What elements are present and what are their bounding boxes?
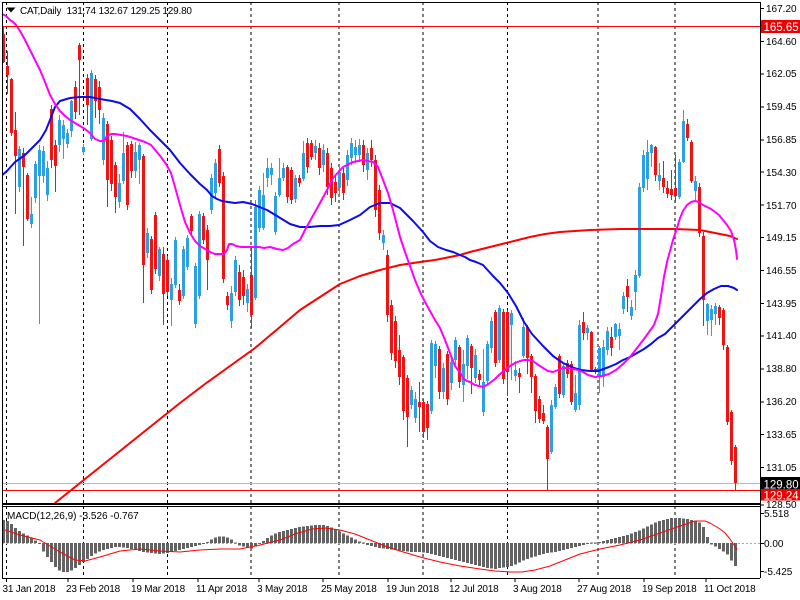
svg-text:149.15: 149.15	[766, 233, 797, 244]
svg-text:25 May 2018: 25 May 2018	[321, 584, 377, 595]
svg-text:23 Feb 2018: 23 Feb 2018	[66, 584, 121, 595]
svg-text:164.60: 164.60	[766, 37, 797, 48]
svg-text:12 Jul 2018: 12 Jul 2018	[449, 584, 499, 595]
svg-text:19 Sep 2018: 19 Sep 2018	[642, 584, 697, 595]
svg-text:159.45: 159.45	[766, 102, 797, 113]
svg-text:31 Jan 2018: 31 Jan 2018	[3, 584, 56, 595]
svg-text:129.24: 129.24	[764, 491, 800, 503]
svg-text:19 Jun 2018: 19 Jun 2018	[386, 584, 439, 595]
svg-text:165.65: 165.65	[764, 22, 799, 34]
svg-text:3 Aug 2018: 3 Aug 2018	[513, 584, 562, 595]
svg-text:156.85: 156.85	[766, 135, 797, 146]
svg-text:141.40: 141.40	[766, 331, 797, 342]
svg-text:129.80: 129.80	[764, 480, 799, 492]
svg-text:133.65: 133.65	[766, 430, 797, 441]
svg-text:151.70: 151.70	[766, 201, 797, 212]
svg-text:11 Apr 2018: 11 Apr 2018	[196, 584, 248, 595]
svg-text:138.80: 138.80	[766, 364, 797, 375]
svg-text:131.05: 131.05	[766, 463, 797, 474]
svg-text:136.20: 136.20	[766, 397, 797, 408]
svg-text:162.05: 162.05	[766, 69, 797, 80]
svg-text:19 Mar 2018: 19 Mar 2018	[131, 584, 186, 595]
svg-text:CAT,Daily 131.74 132.67 129.2: CAT,Daily 131.74 132.67 129.25 129.80	[20, 6, 192, 17]
svg-text:154.30: 154.30	[766, 168, 797, 179]
svg-text:-5.425: -5.425	[764, 567, 793, 578]
svg-text:167.20: 167.20	[766, 4, 797, 15]
svg-text:0.00: 0.00	[764, 539, 784, 550]
svg-text:128.50: 128.50	[766, 500, 797, 511]
svg-text:5.518: 5.518	[764, 509, 789, 520]
svg-text:MACD(12,26,9) -3.526 -0.767: MACD(12,26,9) -3.526 -0.767	[7, 511, 139, 522]
svg-text:143.95: 143.95	[766, 299, 797, 310]
svg-text:146.55: 146.55	[766, 266, 797, 277]
svg-text:11 Oct 2018: 11 Oct 2018	[704, 584, 756, 595]
svg-text:27 Aug 2018: 27 Aug 2018	[577, 584, 632, 595]
svg-text:3 May 2018: 3 May 2018	[257, 584, 308, 595]
